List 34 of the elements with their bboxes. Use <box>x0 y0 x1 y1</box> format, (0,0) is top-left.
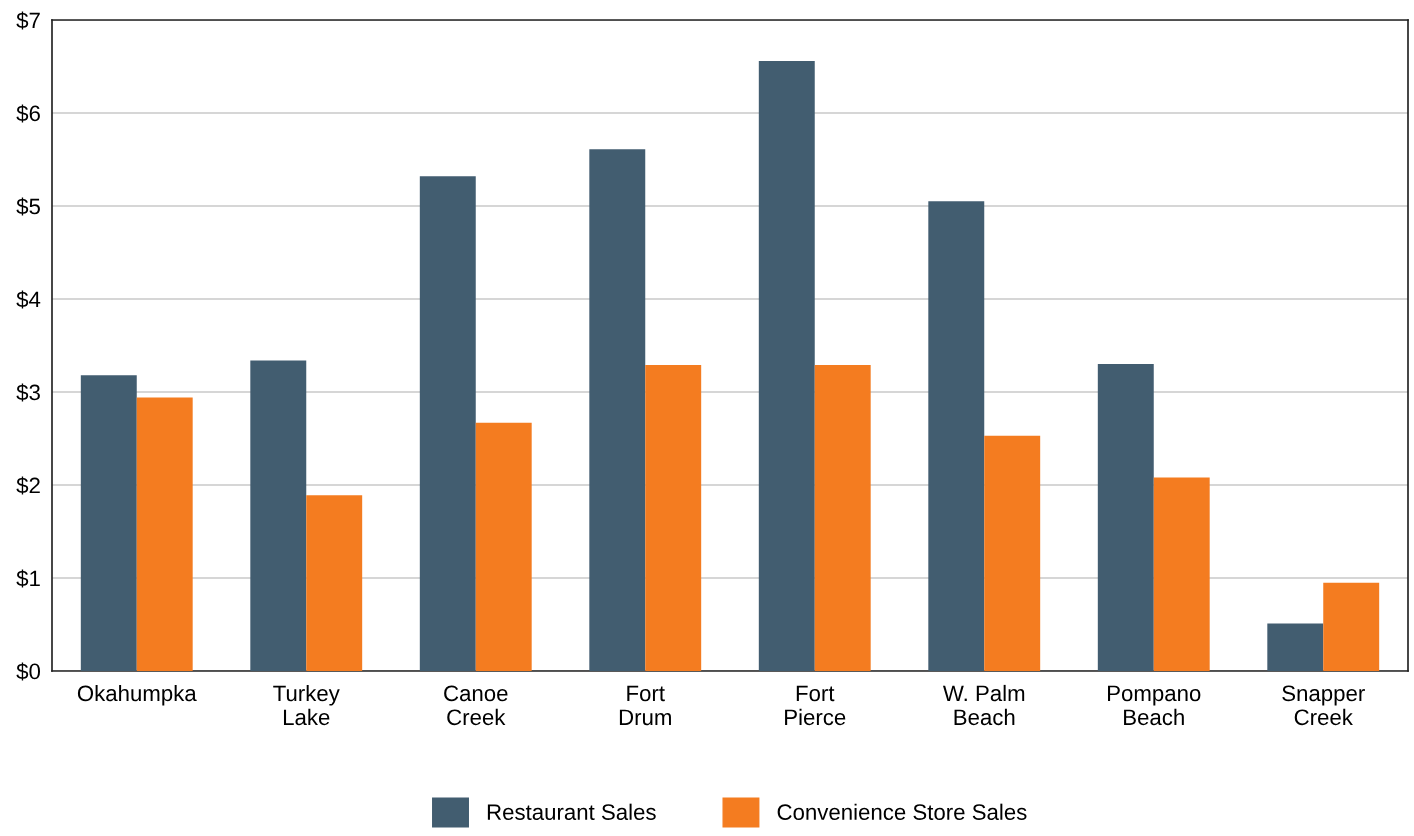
bar <box>1097 364 1154 671</box>
bar <box>928 201 985 671</box>
bar <box>250 360 307 671</box>
bar <box>645 365 702 671</box>
y-tick-label: $7 <box>16 11 40 30</box>
bar <box>814 365 871 671</box>
bar <box>589 149 646 671</box>
y-tick-label: $0 <box>16 662 41 681</box>
x-tick-label: W. Palm Beach <box>942 684 1025 726</box>
x-tick-label: Fort Pierce <box>785 685 846 726</box>
y-tick-label: $1 <box>16 569 40 588</box>
bar <box>136 397 193 671</box>
y-tick-label: $6 <box>16 104 40 123</box>
y-tick-label: $5 <box>16 197 40 216</box>
bar <box>1153 477 1210 671</box>
y-tick-label: $3 <box>16 383 40 402</box>
x-tick-label: Canoe Creek <box>444 685 508 726</box>
bar <box>80 375 137 671</box>
legend-label: Convenience Store Sales <box>777 803 1027 820</box>
x-tick-label: Pompano Beach <box>1108 685 1201 726</box>
x-tick-label: Okahumpka <box>77 684 197 706</box>
bar <box>419 176 476 671</box>
bar <box>475 422 532 671</box>
bar <box>758 60 815 671</box>
bar <box>1323 582 1380 671</box>
y-tick-label: $4 <box>16 290 41 309</box>
y-tick-label: $2 <box>16 476 40 495</box>
x-tick-label: Fort Drum <box>619 685 671 726</box>
bar <box>984 435 1041 671</box>
legend-label: Restaurant Sales <box>487 803 656 820</box>
x-tick-label: Turkey Lake <box>273 684 340 726</box>
x-tick-label: Snapper Creek <box>1282 685 1365 726</box>
bar <box>306 495 363 671</box>
bar <box>1267 623 1324 671</box>
